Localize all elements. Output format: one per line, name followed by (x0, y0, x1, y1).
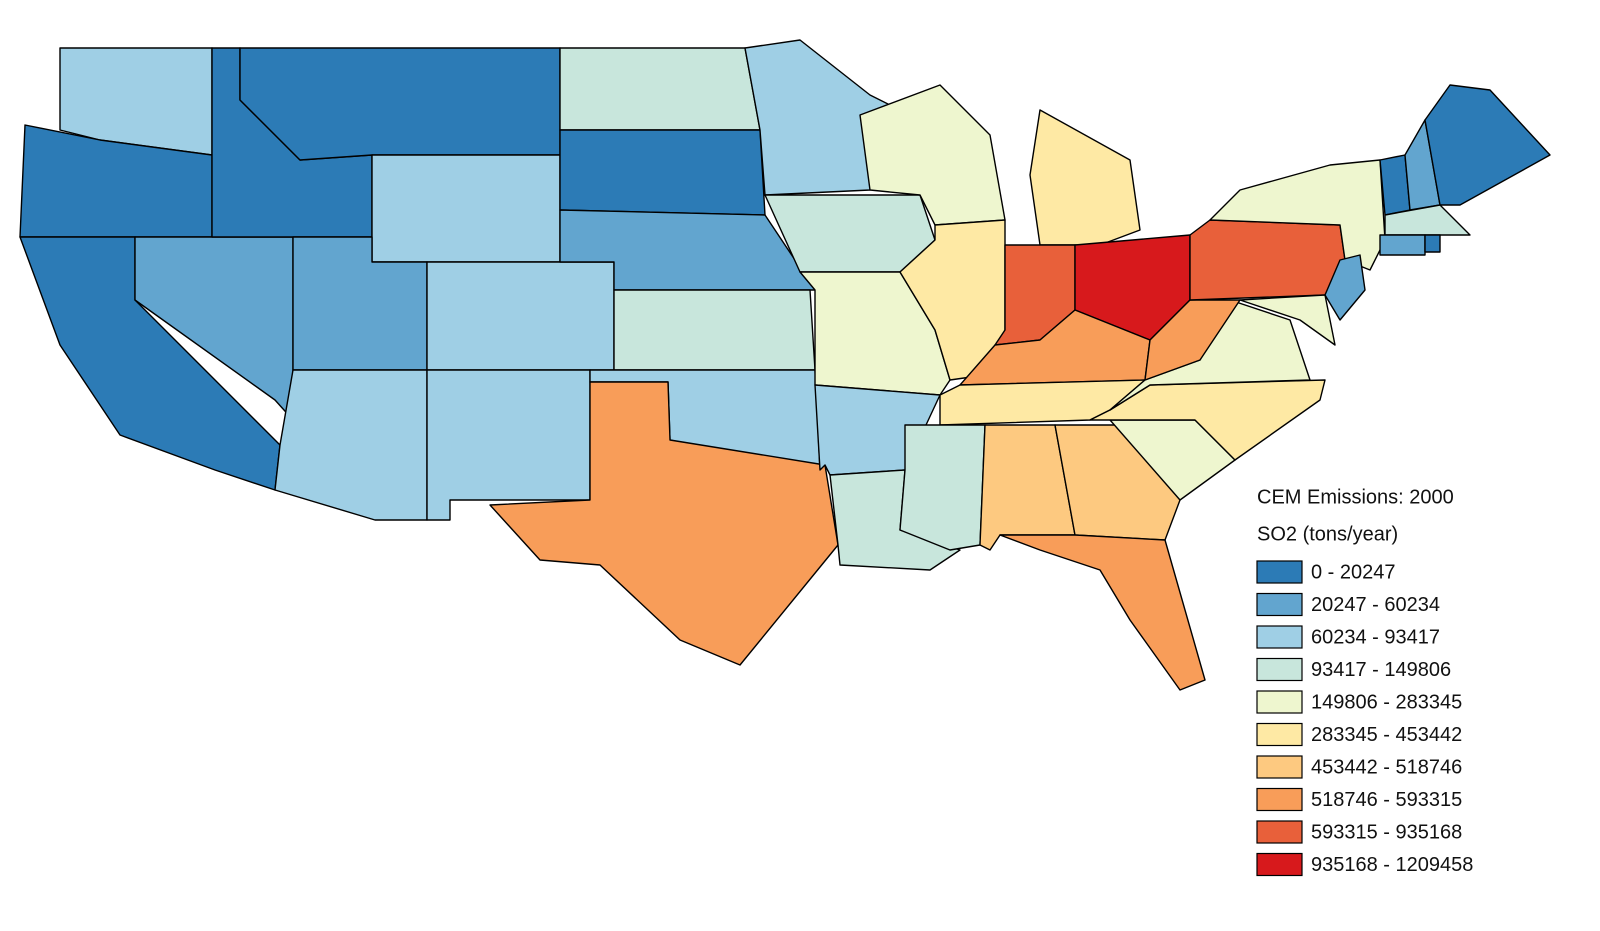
legend-swatch (1256, 722, 1303, 747)
state (899, 424, 986, 551)
legend-label: 935168 - 1209458 (1311, 854, 1473, 876)
state (1384, 204, 1471, 236)
legend-swatch (1256, 625, 1303, 649)
legend-label: 93417 - 149806 (1311, 659, 1451, 681)
legend-swatch (1256, 657, 1303, 682)
legend-label: 453442 - 518746 (1311, 756, 1462, 778)
legend-title: CEM Emissions: 2000 (1257, 486, 1454, 508)
state (371, 154, 561, 263)
legend-label: 0 - 20247 (1311, 561, 1396, 583)
legend-label: 20247 - 60234 (1311, 594, 1440, 616)
state (1029, 109, 1141, 246)
legend-subtitle: SO2 (tons/year) (1257, 523, 1398, 545)
states (19, 39, 1551, 691)
state (426, 369, 591, 521)
legend-label: 518746 - 593315 (1311, 789, 1462, 811)
state (1424, 84, 1551, 206)
legend-swatch (1256, 592, 1303, 617)
legend-label: 60234 - 93417 (1311, 626, 1440, 648)
legend-swatch (1256, 560, 1303, 584)
legend-label: 149806 - 283345 (1311, 691, 1462, 713)
legend-swatch (1256, 755, 1303, 779)
legend-label: 283345 - 453442 (1311, 724, 1462, 746)
legend-swatch (1256, 852, 1303, 877)
legend: CEM Emissions: 2000 SO2 (tons/year) 0 - … (1256, 486, 1473, 877)
state (1054, 424, 1181, 541)
state (426, 261, 615, 371)
legend-label: 593315 - 935168 (1311, 821, 1462, 843)
state (1424, 234, 1441, 253)
state (1379, 234, 1426, 256)
state (1189, 219, 1346, 301)
state (239, 47, 561, 161)
legend-swatch (1256, 690, 1303, 714)
state (999, 534, 1206, 691)
state (613, 289, 816, 371)
state (489, 381, 839, 666)
legend-swatch (1256, 820, 1303, 844)
legend-swatch (1256, 787, 1303, 812)
state (559, 129, 766, 216)
state (1324, 254, 1366, 321)
state (559, 47, 761, 131)
state (1144, 299, 1241, 381)
state (274, 369, 428, 521)
state (1239, 294, 1336, 346)
